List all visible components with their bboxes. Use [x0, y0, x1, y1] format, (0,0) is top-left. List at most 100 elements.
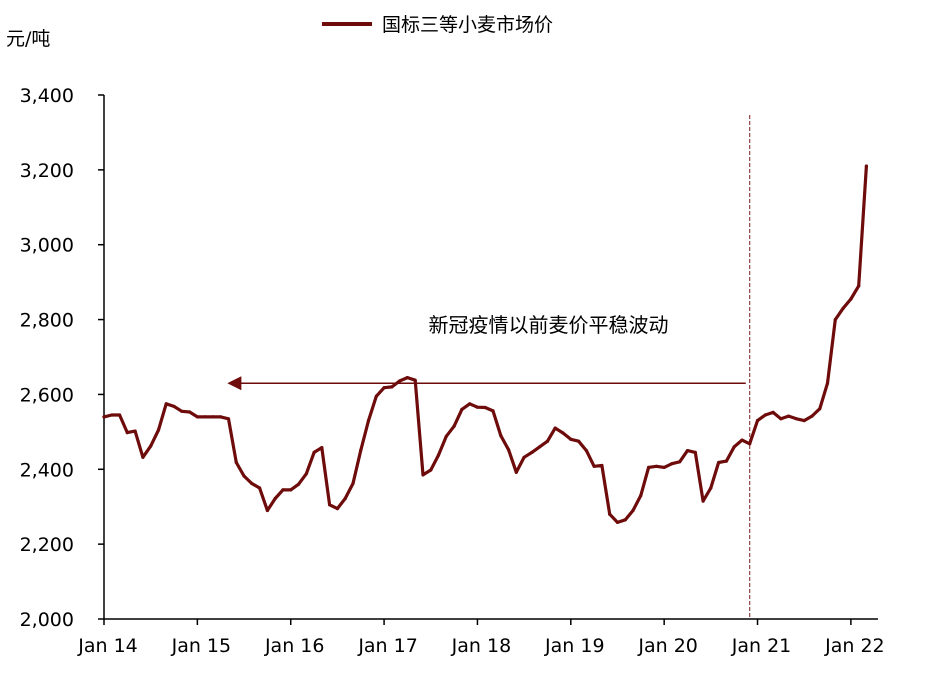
x-tick-label: Jan 18 — [451, 635, 512, 657]
data-point — [678, 460, 682, 464]
data-point — [577, 439, 581, 443]
data-point — [452, 424, 456, 428]
data-point — [436, 453, 441, 457]
data-point — [304, 472, 308, 476]
x-tick-label: Jan 19 — [544, 635, 605, 657]
y-tick-label: 2,200 — [20, 534, 74, 556]
data-point — [390, 385, 394, 389]
data-point — [794, 417, 799, 421]
data-point — [802, 419, 806, 423]
data-point — [398, 379, 402, 383]
data-point — [623, 518, 627, 522]
y-tick-label: 2,400 — [20, 459, 74, 481]
x-tick-label: Jan 16 — [264, 635, 325, 657]
data-point — [265, 508, 269, 513]
data-point — [545, 439, 550, 443]
data-point — [211, 415, 215, 419]
data-point — [195, 415, 199, 419]
data-point — [779, 417, 783, 421]
data-point — [258, 486, 262, 490]
data-point — [156, 428, 161, 432]
data-point — [172, 404, 176, 408]
data-point — [600, 463, 604, 468]
data-point — [670, 462, 674, 466]
annotation-arrow-head — [227, 376, 242, 391]
y-tick-label: 3,400 — [20, 85, 74, 107]
data-point — [164, 402, 168, 406]
x-tick-label: Jan 14 — [77, 635, 138, 657]
data-point — [771, 410, 775, 414]
data-point — [320, 446, 324, 450]
data-point — [475, 405, 479, 409]
data-point — [857, 284, 861, 288]
data-point — [818, 407, 822, 411]
y-tick-label: 2,600 — [20, 384, 74, 406]
data-point — [631, 508, 635, 513]
data-point — [483, 405, 487, 410]
data-point — [273, 496, 277, 501]
data-point — [491, 409, 495, 413]
data-point — [849, 297, 853, 301]
data-point — [133, 429, 137, 433]
data-point — [335, 507, 339, 511]
data-point — [382, 386, 386, 390]
data-point — [724, 459, 729, 463]
data-point — [833, 318, 837, 322]
x-tick-label: Jan 20 — [637, 635, 698, 657]
data-point — [110, 413, 114, 417]
y-tick-label: 3,000 — [20, 235, 74, 257]
data-point — [499, 434, 503, 438]
y-axis: 2,000 2,200 2,400 2,600 2,800 3,000 3,200 3,400 — [20, 85, 105, 631]
data-point — [740, 438, 744, 442]
data-point — [289, 488, 293, 492]
data-point — [125, 431, 129, 435]
data-point — [864, 164, 869, 168]
data-point — [701, 499, 705, 503]
data-point — [647, 465, 651, 469]
data-point — [366, 419, 371, 423]
data-point — [219, 415, 223, 419]
data-point — [732, 445, 736, 449]
data-point — [755, 419, 760, 423]
data-point — [118, 413, 122, 417]
data-point — [507, 448, 511, 452]
legend: 国标三等小麦市场价 — [322, 14, 553, 36]
annotation: 新冠疫情以前麦价平稳波动 — [227, 313, 746, 391]
data-point — [468, 402, 472, 406]
data-point — [102, 415, 106, 419]
y-axis-unit-label: 元/吨 — [6, 28, 50, 50]
data-point — [748, 442, 752, 446]
y-tick-label: 2,000 — [20, 609, 74, 631]
data-point — [226, 417, 231, 421]
data-point — [717, 460, 721, 465]
data-point — [281, 488, 285, 492]
data-point — [569, 437, 573, 441]
data-point — [514, 470, 518, 474]
data-point — [685, 449, 690, 453]
data-point — [405, 376, 409, 380]
data-point — [460, 407, 464, 411]
data-point — [250, 481, 254, 486]
data-point — [538, 445, 542, 449]
data-point — [639, 493, 643, 498]
x-axis: Jan 14 Jan 15 Jan 16 Jan 17 Jan 18 Jan 19 Jan … — [77, 618, 885, 657]
x-tick-label: Jan 17 — [357, 635, 418, 657]
data-point — [312, 450, 316, 454]
annotation-label: 新冠疫情以前麦价平稳波动 — [429, 313, 669, 337]
data-point — [374, 394, 378, 398]
series-layer — [102, 164, 869, 525]
data-point — [592, 464, 596, 468]
data-point — [662, 465, 666, 469]
data-point — [149, 444, 153, 448]
data-point — [825, 381, 830, 385]
data-point — [561, 431, 565, 435]
x-tick-label: Jan 21 — [731, 635, 792, 657]
data-point — [530, 450, 534, 454]
data-point — [413, 378, 417, 382]
data-point — [787, 414, 791, 418]
x-tick-label: Jan 15 — [171, 635, 232, 657]
data-point — [553, 426, 557, 430]
data-point — [429, 468, 433, 472]
data-point — [615, 520, 620, 525]
